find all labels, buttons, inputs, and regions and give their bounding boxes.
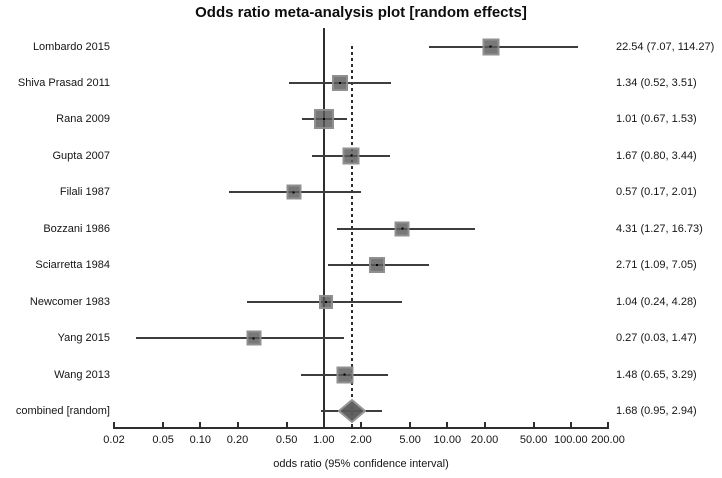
- x-tick-label: 200.00: [591, 434, 625, 446]
- study-label: Filali 1987: [59, 186, 110, 199]
- or-square-marker: [314, 109, 335, 130]
- or-ci-value: 1.34 (0.52, 3.51): [616, 76, 697, 89]
- or-ci-value: 22.54 (7.07, 114.27): [616, 40, 715, 53]
- point-estimate-dot: [376, 264, 379, 267]
- point-estimate-dot: [338, 81, 341, 84]
- or-ci-value: 1.68 (0.95, 2.94): [616, 405, 697, 417]
- ci-line: [428, 45, 578, 48]
- or-square-marker: [369, 257, 386, 274]
- x-tick-label: 0.05: [152, 434, 174, 446]
- or-ci-value: 0.57 (0.17, 2.01): [616, 186, 697, 199]
- point-estimate-dot: [252, 337, 255, 340]
- x-tick-label: 0.50: [275, 434, 298, 446]
- x-axis-tick: [322, 422, 325, 427]
- study-label: Newcomer 1983: [29, 295, 110, 308]
- pooled-estimate-dashed-line: [350, 46, 353, 427]
- point-estimate-dot: [324, 300, 327, 303]
- or-ci-value: 4.31 (1.27, 16.73): [616, 222, 703, 235]
- x-tick-label: 100.00: [553, 434, 588, 446]
- or-square-marker: [286, 184, 302, 200]
- x-tick-label: 0.10: [189, 434, 212, 446]
- x-tick-label: 50.00: [519, 434, 548, 446]
- study-label: Rana 2009: [56, 113, 110, 126]
- x-axis-tick: [199, 422, 202, 427]
- or-square-marker: [394, 221, 410, 237]
- point-estimate-dot: [489, 45, 492, 48]
- or-square-marker: [342, 147, 360, 165]
- x-tick-label: 2.00: [350, 434, 372, 446]
- x-axis-title: odds ratio (95% confidence interval): [273, 458, 449, 470]
- x-axis-tick: [236, 422, 239, 427]
- x-tick-label: 1.00: [313, 434, 335, 446]
- or-square-marker: [482, 38, 500, 55]
- chart-title: Odds ratio meta-analysis plot [random ef…: [195, 4, 527, 21]
- pooled-diamond-marker: [337, 399, 366, 423]
- or-ci-value: 1.01 (0.67, 1.53): [616, 113, 697, 126]
- point-estimate-dot: [292, 191, 295, 194]
- study-label: Wang 2013: [54, 368, 110, 381]
- point-estimate-dot: [350, 154, 353, 157]
- x-tick-label: 0.20: [226, 434, 249, 446]
- x-axis-tick: [532, 422, 535, 427]
- study-label: Sciarretta 1984: [35, 259, 110, 272]
- x-tick-label: 10.00: [433, 434, 462, 446]
- or-square-marker: [331, 74, 348, 91]
- study-label: combined [random]: [15, 405, 110, 417]
- x-axis-tick: [162, 422, 165, 427]
- x-axis-tick: [360, 422, 362, 427]
- x-tick-label: 5.00: [399, 434, 421, 446]
- x-axis-tick: [446, 422, 449, 427]
- point-estimate-dot: [343, 373, 346, 376]
- x-tick-label: 20.00: [470, 434, 499, 446]
- ci-line: [135, 337, 345, 340]
- x-axis-tick: [483, 422, 486, 427]
- study-label: Gupta 2007: [52, 149, 111, 162]
- point-estimate-dot: [401, 227, 404, 230]
- or-ci-value: 1.48 (0.65, 3.29): [616, 368, 697, 381]
- or-square-marker: [318, 294, 333, 309]
- study-label: Yang 2015: [57, 332, 110, 345]
- or-ci-value: 1.04 (0.24, 4.28): [616, 295, 697, 308]
- x-axis-line: [113, 427, 609, 429]
- study-label: Shiva Prasad 2011: [17, 76, 110, 89]
- x-tick-label: 0.02: [103, 434, 125, 446]
- reference-line-unity: [322, 28, 325, 427]
- x-axis-tick: [607, 422, 609, 427]
- point-estimate-dot: [323, 118, 326, 121]
- or-square-marker: [246, 330, 262, 346]
- or-ci-value: 0.27 (0.03, 1.47): [616, 332, 697, 345]
- study-label: Bozzani 1986: [43, 222, 110, 235]
- or-square-marker: [336, 366, 354, 384]
- or-ci-value: 2.71 (1.09, 7.05): [616, 259, 697, 272]
- x-axis-tick: [409, 422, 412, 427]
- x-axis-tick: [113, 422, 115, 427]
- or-ci-value: 1.67 (0.80, 3.44): [616, 149, 697, 162]
- x-axis-tick: [285, 422, 288, 427]
- study-label: Lombardo 2015: [32, 40, 110, 53]
- x-axis-tick: [569, 422, 572, 427]
